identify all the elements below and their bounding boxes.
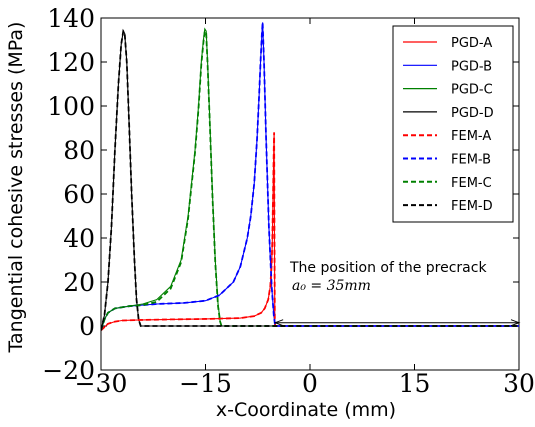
y-axis-label: Tangential cohesive stresses (MPa) [5,22,27,354]
legend-label: PGD-D [451,106,494,121]
precrack-arrow-head-right [510,319,521,327]
series-line-fem-d [101,28,519,331]
precrack-arrow-head-left [273,319,284,327]
legend-label: FEM-A [451,129,491,144]
legend: PGD-A PGD-B PGD-C PGD-D FEM-A FEM-B FEM-C FEM-D [392,25,514,223]
y-tick-label: 60 [63,180,95,209]
legend-label: FEM-B [451,153,491,168]
y-tick-label: 40 [63,224,95,253]
legend-label: PGD-B [451,59,492,74]
y-tick-label: 80 [63,136,95,165]
series-group [101,22,519,332]
y-tick-label: 20 [63,268,95,297]
plot-area: −30 −15 0 15 30−20020406080100120140PGD-APGD… [42,4,535,398]
x-axis-label: x-Coordinate (mm) [216,399,396,421]
annotation-a0-text: a₀ = 35mm [292,278,371,294]
legend-box [392,25,514,223]
legend-label: PGD-C [451,83,493,98]
legend-label: PGD-A [451,36,492,51]
x-tick-label: 30 [503,369,535,398]
x-tick-label: −15 [179,369,232,398]
legend-label: FEM-D [451,199,493,214]
series-line-pgd-a [101,132,519,331]
y-tick-label: 100 [47,92,95,121]
y-tick-label: 120 [47,48,95,77]
annotation-precrack-text: The position of the precrack [289,260,487,276]
y-tick-label: 140 [47,4,95,33]
series-line-fem-c [101,28,519,331]
y-tick-label: 0 [79,312,95,341]
y-tick-label: −20 [42,356,95,385]
x-tick-label: 15 [399,369,431,398]
legend-label: FEM-C [451,176,492,191]
x-tick-label: 0 [302,369,318,398]
x-tick-label: −30 [75,369,128,398]
annotation-group: The position of the precrack a₀ = 35mm [289,260,487,294]
